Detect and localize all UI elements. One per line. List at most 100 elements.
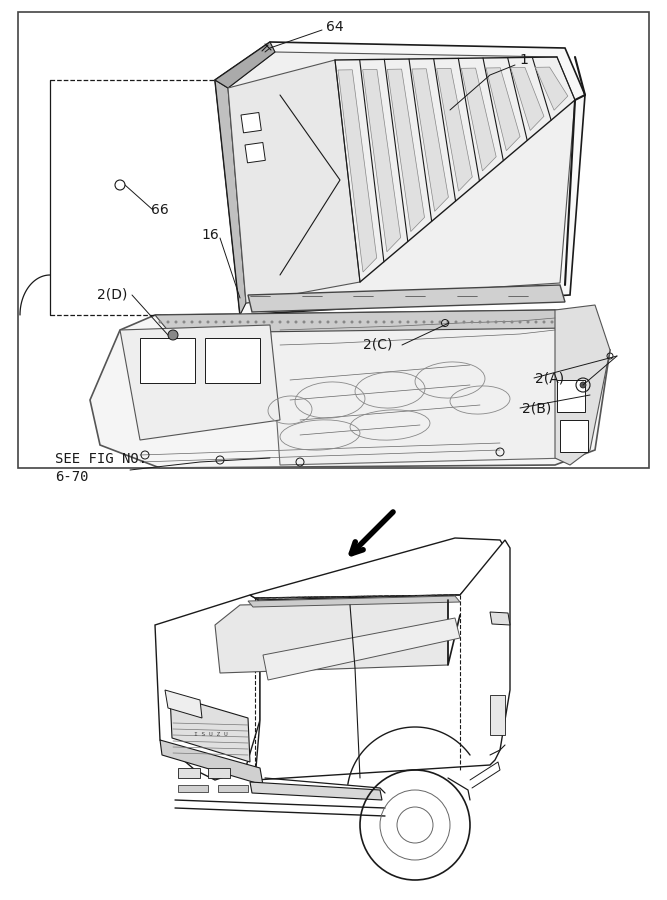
Circle shape — [478, 320, 482, 323]
Circle shape — [518, 320, 522, 323]
Polygon shape — [511, 68, 544, 130]
Circle shape — [580, 382, 586, 388]
Circle shape — [311, 320, 313, 323]
Polygon shape — [215, 42, 585, 315]
Bar — [18, 12, 649, 468]
Circle shape — [215, 320, 217, 323]
Polygon shape — [155, 310, 570, 333]
Circle shape — [295, 320, 297, 323]
Circle shape — [279, 320, 281, 323]
Polygon shape — [255, 540, 510, 780]
Circle shape — [438, 320, 442, 323]
Circle shape — [374, 320, 378, 323]
Polygon shape — [228, 60, 360, 303]
Polygon shape — [215, 42, 275, 88]
Circle shape — [168, 330, 178, 340]
Circle shape — [430, 320, 434, 323]
Bar — [140, 338, 195, 383]
Bar — [205, 338, 260, 383]
Polygon shape — [412, 68, 448, 211]
Circle shape — [271, 320, 273, 323]
Bar — [560, 420, 588, 452]
Polygon shape — [388, 69, 424, 231]
Circle shape — [303, 320, 305, 323]
Polygon shape — [90, 310, 610, 468]
Polygon shape — [228, 52, 575, 303]
Circle shape — [510, 320, 514, 323]
Circle shape — [231, 320, 233, 323]
Polygon shape — [155, 595, 260, 780]
Circle shape — [454, 320, 458, 323]
Circle shape — [191, 320, 193, 323]
Polygon shape — [165, 690, 202, 718]
Polygon shape — [462, 68, 496, 171]
Text: 2(B): 2(B) — [522, 401, 551, 415]
Circle shape — [414, 320, 418, 323]
Circle shape — [199, 320, 201, 323]
Circle shape — [422, 320, 426, 323]
Circle shape — [534, 320, 538, 323]
Circle shape — [550, 320, 554, 323]
Polygon shape — [555, 305, 610, 465]
Circle shape — [167, 320, 169, 323]
Circle shape — [494, 320, 498, 323]
Polygon shape — [120, 325, 280, 440]
Polygon shape — [170, 695, 250, 762]
Polygon shape — [263, 618, 460, 680]
Text: I S U Z U: I S U Z U — [194, 733, 228, 737]
Text: 2(C): 2(C) — [364, 338, 393, 352]
Polygon shape — [486, 68, 520, 150]
Polygon shape — [363, 69, 401, 252]
Polygon shape — [250, 782, 382, 800]
Text: 2(A): 2(A) — [535, 371, 564, 385]
Circle shape — [287, 320, 289, 323]
Circle shape — [406, 320, 410, 323]
Circle shape — [398, 320, 402, 323]
Circle shape — [263, 320, 265, 323]
Circle shape — [390, 320, 394, 323]
Circle shape — [239, 320, 241, 323]
Circle shape — [366, 320, 370, 323]
Circle shape — [159, 320, 161, 323]
Polygon shape — [250, 538, 505, 598]
Circle shape — [319, 320, 321, 323]
Circle shape — [175, 320, 177, 323]
Bar — [241, 112, 261, 133]
Polygon shape — [215, 80, 246, 315]
Circle shape — [462, 320, 466, 323]
Text: 1: 1 — [520, 53, 528, 67]
Circle shape — [334, 320, 338, 323]
Circle shape — [446, 320, 450, 323]
Circle shape — [526, 320, 530, 323]
Bar — [490, 695, 505, 735]
Text: 16: 16 — [201, 228, 219, 242]
Circle shape — [502, 320, 506, 323]
Bar — [208, 768, 230, 778]
Circle shape — [207, 320, 209, 323]
Circle shape — [247, 320, 249, 323]
Text: 2(D): 2(D) — [97, 288, 127, 302]
Text: SEE FIG NO.
6-70: SEE FIG NO. 6-70 — [55, 452, 147, 484]
Polygon shape — [248, 285, 565, 312]
Circle shape — [327, 320, 329, 323]
Bar — [218, 785, 248, 792]
Polygon shape — [338, 70, 377, 272]
Circle shape — [382, 320, 386, 323]
Text: 64: 64 — [326, 20, 344, 34]
Bar — [178, 785, 208, 792]
Polygon shape — [248, 596, 460, 607]
Polygon shape — [437, 68, 472, 191]
Polygon shape — [160, 740, 263, 785]
Bar — [245, 142, 265, 163]
Circle shape — [183, 320, 185, 323]
Circle shape — [470, 320, 474, 323]
Polygon shape — [536, 68, 568, 110]
Circle shape — [342, 320, 346, 323]
Circle shape — [255, 320, 257, 323]
Circle shape — [223, 320, 225, 323]
Circle shape — [486, 320, 490, 323]
Polygon shape — [215, 600, 448, 673]
Polygon shape — [270, 310, 570, 465]
Circle shape — [542, 320, 546, 323]
Circle shape — [358, 320, 362, 323]
